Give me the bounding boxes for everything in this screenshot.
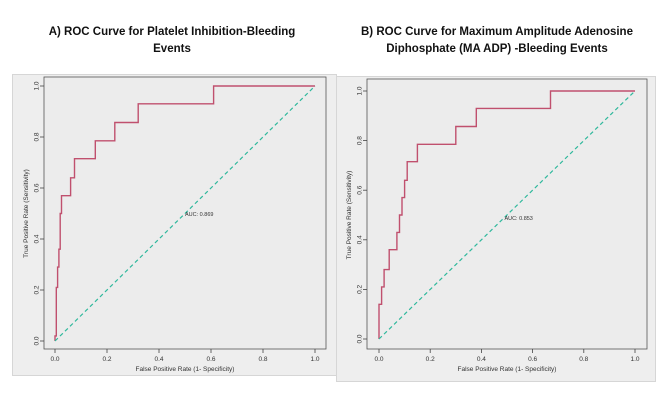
chart-a-y-tick-label: 0.0	[34, 336, 41, 345]
roc-chart-b: 0.0 0.2 0.4 0.6 0.8 1.0 0.0 0.2 0.4 0.6 0.8 1.0 Fals…	[346, 78, 648, 373]
chart-b-y-tick-label: 0.8	[357, 136, 364, 145]
chart-a-y-tick-label: 0.8	[34, 132, 41, 141]
panel-b-title-line-2: Diphosphate (MA ADP) -Bleeding Events	[386, 43, 608, 55]
chart-b-y-tick-label: 0.4	[357, 235, 364, 244]
chart-b-reference-diagonal	[378, 90, 636, 340]
chart-b-y-tick-label: 0.6	[357, 185, 364, 194]
chart-a-y-axis-label: True Positive Rate (Sensitivity)	[23, 169, 30, 258]
roc-chart-b-frame: 0.0 0.2 0.4 0.6 0.8 1.0 0.0 0.2 0.4 0.6 0.8 1.0 Fals…	[336, 76, 656, 382]
chart-b-auc-annotation: AUC: 0.853	[504, 216, 532, 222]
chart-a-x-tick-label: 0.2	[102, 356, 111, 363]
chart-b-x-tick-label: 0.6	[528, 356, 537, 363]
chart-a-reference-diagonal	[54, 85, 316, 342]
chart-a-x-tick-label: 0.0	[50, 356, 59, 363]
chart-a-x-tick-label: 0.8	[258, 356, 267, 363]
chart-b-x-tick-label: 0.4	[477, 356, 486, 363]
chart-b-y-tick-label: 1.0	[357, 86, 364, 95]
chart-a-x-tick-label: 1.0	[310, 356, 319, 363]
chart-a-x-tick-label: 0.6	[206, 356, 215, 363]
panel-a-title: A) ROC Curve for Platelet Inhibition-Ble…	[22, 24, 322, 58]
chart-b-x-tick-label: 0.0	[374, 356, 383, 363]
panel-b-title: B) ROC Curve for Maximum Amplitude Adeno…	[338, 24, 656, 58]
chart-a-y-tick-label: 0.4	[34, 234, 41, 243]
chart-a-y-tick-label: 1.0	[34, 81, 41, 90]
roc-chart-a: 0.0 0.2 0.4 0.6 0.8 1.0 0.0 0.2 0.4 0.6 0.8 1.0 Fals…	[23, 76, 327, 373]
chart-b-y-axis-label: True Positive Rate (Sensitivity)	[346, 171, 353, 260]
chart-a-auc-annotation: AUC: 0.869	[185, 212, 213, 218]
chart-a-roc-curve	[54, 85, 315, 341]
panel-b-title-line-1: B) ROC Curve for Maximum Amplitude Adeno…	[361, 26, 633, 38]
chart-b-x-tick-label: 0.8	[579, 356, 588, 363]
chart-b-y-tick-label: 0.2	[357, 285, 364, 294]
chart-a-y-tick-label: 0.2	[34, 285, 41, 294]
chart-b-x-tick-label: 0.2	[426, 356, 435, 363]
roc-chart-a-frame: 0.0 0.2 0.4 0.6 0.8 1.0 0.0 0.2 0.4 0.6 0.8 1.0 Fals…	[12, 74, 337, 376]
chart-b-x-axis-label: False Positive Rate (1- Specificity)	[458, 366, 557, 373]
chart-b-y-tick-label: 0.0	[357, 334, 364, 343]
chart-a-x-axis-label: False Positive Rate (1- Specificity)	[136, 366, 235, 373]
chart-b-roc-curve	[378, 90, 635, 339]
chart-a-y-tick-label: 0.6	[34, 183, 41, 192]
panel-a-title-line-2: Events	[153, 43, 191, 55]
panel-a-title-line-1: A) ROC Curve for Platelet Inhibition-Ble…	[48, 26, 296, 38]
chart-a-x-tick-label: 0.4	[154, 356, 163, 363]
chart-b-x-tick-label: 1.0	[630, 356, 639, 363]
